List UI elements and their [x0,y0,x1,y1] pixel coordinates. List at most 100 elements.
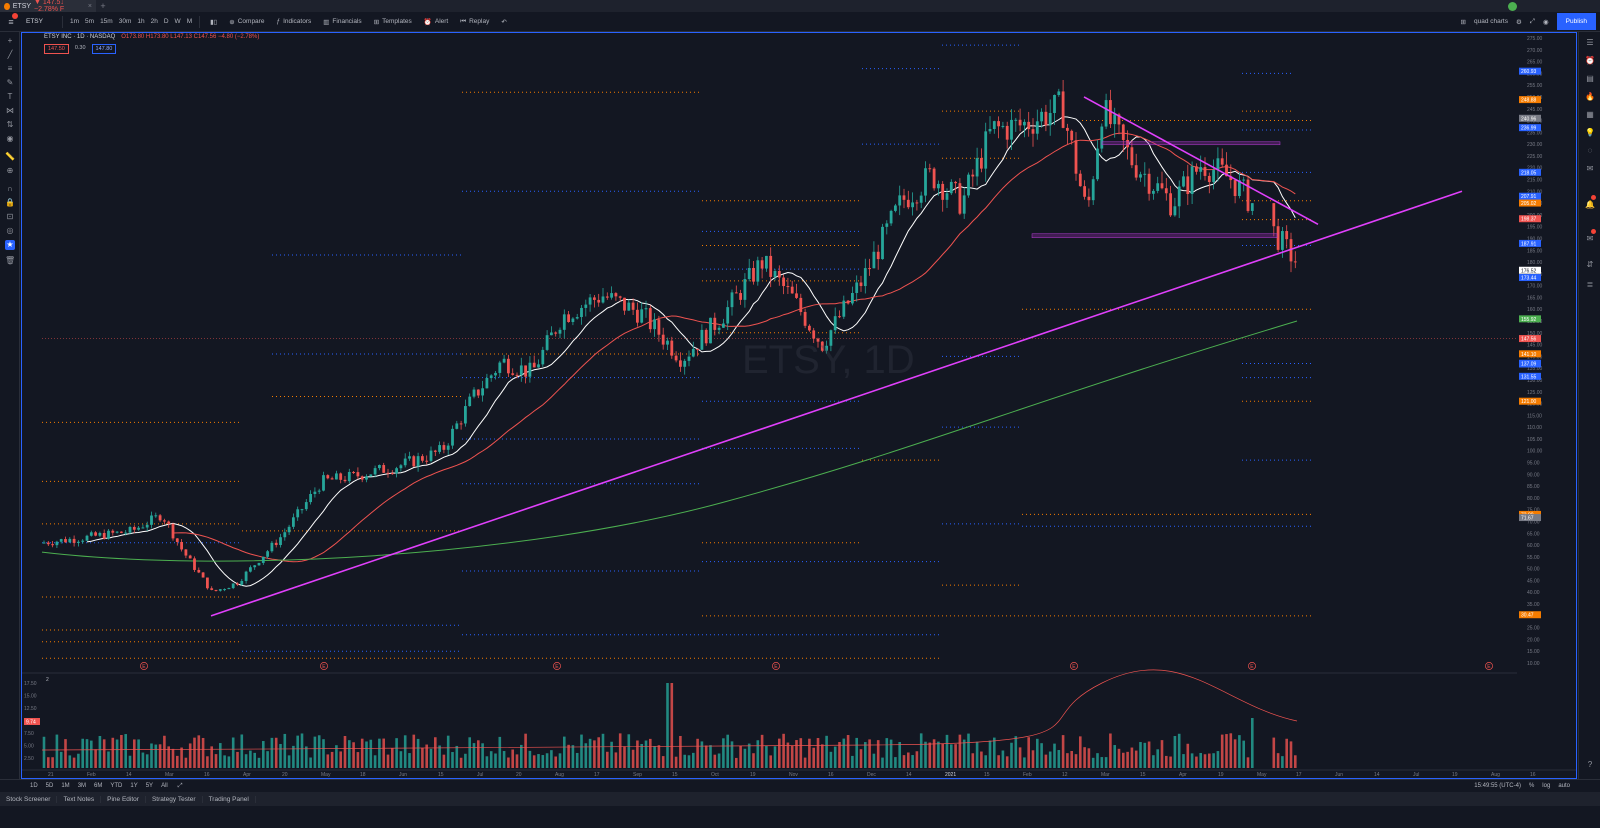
percent-toggle[interactable]: % [1528,783,1535,789]
earnings-marker-label: E [555,664,559,670]
range-6M[interactable]: 6M [94,783,103,789]
zoom-in-icon[interactable]: ⊕ [6,166,14,175]
volume-bar [808,738,811,768]
price-label-text: 141.10 [1521,352,1537,358]
clock[interactable]: 15:49:55 (UTC-4) [1474,783,1521,789]
settings-gear-icon[interactable]: ⚙ [1515,18,1522,26]
candle-body [962,195,966,214]
auto-toggle[interactable]: auto [1558,783,1570,789]
user-avatar[interactable] [1508,2,1517,11]
trash-icon[interactable]: 🗑 [5,256,16,265]
symbol-search[interactable]: ETSY [26,18,43,25]
timeframe-1h[interactable]: 1h [137,18,145,25]
fullscreen-icon[interactable]: ⤢ [1529,17,1535,25]
replay-button[interactable]: ⏮ Replay [454,18,495,26]
panel-tab-stock-screener[interactable]: Stock Screener [0,795,58,803]
volume-bar [1066,753,1069,768]
candle-body [42,542,46,544]
panel-tab-text-notes[interactable]: Text Notes [57,795,102,803]
ruler-icon[interactable]: 📏 [5,152,15,161]
volume-bar [567,744,570,768]
timeframe-M[interactable]: M [186,18,193,25]
order-panel-icon[interactable]: ⇵ [1586,260,1594,269]
candle-body [769,255,773,277]
trend-line-icon[interactable]: ╱ [7,50,13,59]
chart-tab[interactable]: ETSY ▼ 147.5↓ −2.78% F × [0,0,96,13]
range-All[interactable]: All [161,783,168,789]
indicators-button[interactable]: ƒ Indicators [270,18,317,25]
candle-body [412,456,416,467]
timeframe-15m[interactable]: 15m [100,18,113,25]
ask-button[interactable]: 147.80 [91,44,117,54]
text-tool-icon[interactable]: T [7,92,13,101]
candle-body [636,309,639,323]
compare-button[interactable]: ⊕ Compare [223,18,270,26]
range-5D[interactable]: 5D [45,783,54,789]
help-icon[interactable]: ? [1587,760,1593,769]
range-1Y[interactable]: 1Y [130,783,138,789]
range-1D[interactable]: 1D [30,783,38,789]
candle-body [120,531,123,533]
notifications-icon[interactable]: 🔔 [1585,200,1595,209]
pattern-icon[interactable]: ⋈ [6,106,14,115]
log-toggle[interactable]: log [1542,783,1551,789]
undo-button[interactable]: ↶ [495,18,512,26]
visibility-icon[interactable]: ◎ [6,226,14,235]
crosshair-icon[interactable]: + [7,36,13,45]
panel-tab-trading-panel[interactable]: Trading Panel [203,795,256,803]
timeframe-5m[interactable]: 5m [85,18,95,25]
candle-body [967,174,970,196]
ideas-icon[interactable]: 💡 [1585,128,1595,137]
financials-button[interactable]: ▥ Financials [317,18,367,26]
timeframe-2h[interactable]: 2h [150,18,158,25]
timeframe-W[interactable]: W [174,18,181,25]
range-list: 1D 5D 1M 3M 6M YTD 1Y 5Y All [0,783,172,789]
volume-bar [1070,750,1073,768]
panel-tab-pine-editor[interactable]: Pine Editor [101,795,146,803]
streams-icon[interactable]: ◌ [1587,146,1593,155]
price-label-text: 121.00 [1521,399,1537,405]
candle-body [1074,140,1078,174]
watchlist-icon[interactable]: ☰ [1586,38,1594,47]
timeframe-30m[interactable]: 30m [118,18,132,25]
lock-icon[interactable]: 🔒 [5,198,15,207]
price-axis-bg [1517,33,1576,778]
range-1M[interactable]: 1M [61,783,70,789]
camera-icon[interactable]: ◉ [1543,18,1549,26]
bid-button[interactable]: 147.50 [44,44,69,54]
alert-button[interactable]: ⏰ Alert [418,18,454,26]
favorites-icon[interactable]: ★ [5,240,15,250]
fib-retracement-icon[interactable]: ≡ [7,64,13,73]
alerts-icon[interactable]: ⏰ [1585,56,1595,65]
layout-name[interactable]: quad charts [1474,18,1508,25]
candle-body [98,532,102,536]
eye-icon[interactable]: ◉ [6,134,14,143]
goto-date-icon[interactable]: ⤢ [177,782,183,789]
lock-drawings-icon[interactable]: ⊡ [6,212,14,221]
layout-grid-icon[interactable]: ⊞ [1460,18,1466,26]
range-YTD[interactable]: YTD [110,783,123,789]
data-window-icon[interactable]: ▤ [1586,74,1594,83]
panel-tab-strategy-tester[interactable]: Strategy Tester [146,795,203,803]
templates-button[interactable]: ⊞ Templates [368,18,418,26]
brush-icon[interactable]: ✎ [6,78,14,87]
timeframe-1m[interactable]: 1m [70,18,80,25]
dom-icon[interactable]: ≣ [1586,280,1594,289]
price-label [1519,335,1541,343]
calendar-icon[interactable]: ▦ [1586,110,1594,119]
chart-type-button[interactable]: ▮▯ [204,18,223,26]
prediction-icon[interactable]: ⇅ [6,120,14,129]
range-3M[interactable]: 3M [77,783,87,789]
messages-icon[interactable]: ✉ [1586,234,1594,243]
hotlist-icon[interactable]: 🔥 [1585,92,1595,101]
chat-icon[interactable]: ✉ [1586,164,1594,173]
magnet-icon[interactable]: ∩ [7,184,13,193]
tab-close-icon[interactable]: × [87,2,92,10]
new-tab-button[interactable]: + [100,1,106,11]
timeframe-D[interactable]: D [163,18,169,25]
menu-icon[interactable]: ≡ [0,12,22,27]
range-5Y[interactable]: 5Y [145,783,154,789]
publish-button[interactable]: Publish [1556,13,1596,30]
